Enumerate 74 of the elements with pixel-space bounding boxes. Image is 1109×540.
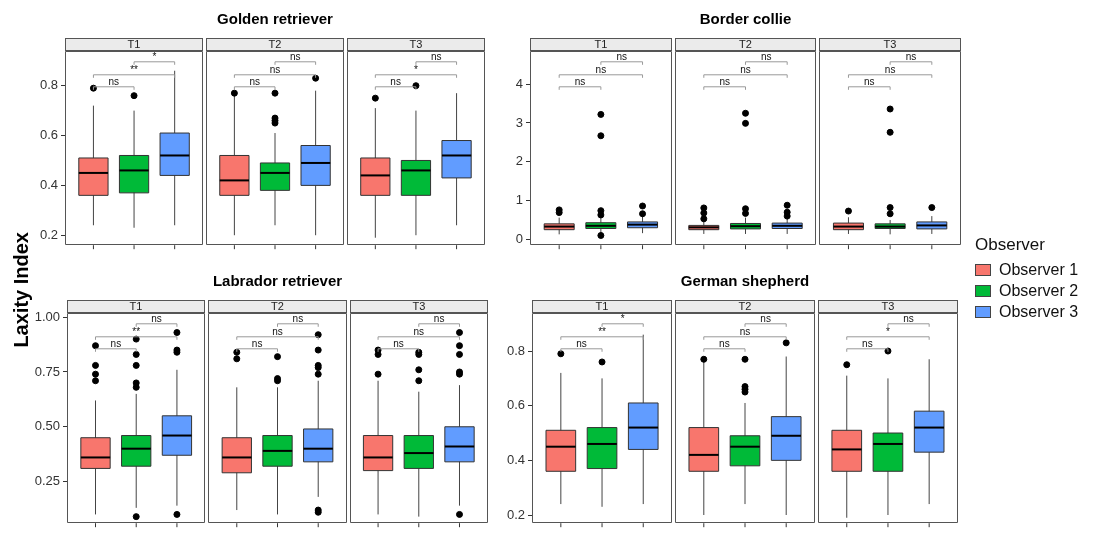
y-tick-label: 0.4 [506,451,525,467]
annotation: ns [292,312,304,324]
y-tick-label: 0.8 [39,77,58,93]
y-tick-label: 0.50 [34,418,60,434]
legend-label: Observer 3 [999,302,1079,321]
annotation: ns [576,337,587,349]
y-tick-label: 0.6 [39,127,58,143]
legend-title: Observer [975,235,1046,255]
annotation: ** [598,325,607,337]
annotation: ns [884,63,896,75]
annotation: ns [251,337,263,349]
y-tick-label: 0.2 [506,506,525,522]
annotation: ns [574,75,586,87]
x-tick-label: T3 [347,38,485,51]
y-tick-label: 0.8 [506,342,525,358]
annotation: ns [740,63,751,75]
annotation: ** [130,63,139,75]
x-tick-label: T3 [350,300,488,313]
annotation: ns [390,75,401,87]
annotation: ns [862,337,873,349]
x-tick-label: T3 [818,300,958,313]
y-tick-label: 1 [515,192,523,208]
annotation: ns [151,312,162,324]
annotation: ns [290,50,301,62]
annotation: ns [616,50,627,62]
x-tick-label: T1 [65,38,203,51]
y-tick-label: 0.25 [34,473,60,489]
chart-title: Labrador retriever [211,272,344,289]
x-tick-label: T2 [206,38,344,51]
annotation: * [152,50,157,62]
annotation: ns [272,325,283,337]
x-tick-label: T2 [675,300,815,313]
chart-title: Border collie [698,10,793,27]
legend-label: Observer 1 [999,260,1079,279]
chart-title: German shepherd [679,272,811,289]
y-tick-label: 0.6 [506,397,525,413]
x-tick-label: T2 [208,300,347,313]
annotation: ns [433,312,445,324]
annotation: ns [719,337,730,349]
annotation: ns [110,337,122,349]
annotation: ns [393,337,404,349]
chart-title: Golden retriever [216,10,334,27]
annotation: ns [905,50,917,62]
y-tick-label: 3 [515,114,523,130]
y-tick-label: 1.00 [34,308,60,324]
annotation: ** [132,325,141,337]
annotation: ns [430,50,442,62]
y-tick-label: 4 [515,75,523,91]
annotation: * [886,325,891,337]
y-tick-label: 0.75 [34,363,60,379]
annotation: ns [739,325,751,337]
legend-label: Observer 2 [999,281,1079,300]
annotation: ns [249,75,260,87]
annotation: * [413,63,418,75]
annotation: ns [595,63,607,75]
annotation: ns [903,312,914,324]
x-tick-label: T1 [67,300,205,313]
annotation: ns [864,75,875,87]
annotation: * [620,312,625,324]
x-tick-label: T1 [530,38,672,51]
annotation: ns [760,312,771,324]
x-tick-label: T2 [675,38,816,51]
y-tick-label: 2 [515,153,523,169]
y-axis-title: Laxity Index [9,232,33,348]
annotation: ns [413,325,425,337]
x-tick-label: T1 [532,300,672,313]
y-tick-label: 0 [515,230,523,246]
annotation: ns [719,75,730,87]
y-tick-label: 0.2 [39,226,58,242]
annotation: ns [761,50,772,62]
y-tick-label: 0.4 [39,176,58,192]
x-tick-label: T3 [819,38,961,51]
annotation: ns [108,75,120,87]
annotation: ns [269,63,281,75]
